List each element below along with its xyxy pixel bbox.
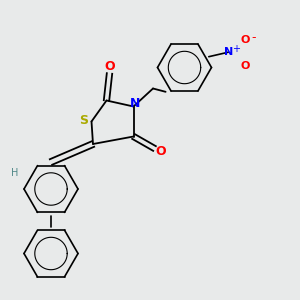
Text: S: S: [80, 113, 88, 127]
Text: O: O: [104, 59, 115, 73]
Text: H: H: [11, 167, 19, 178]
Text: -: -: [251, 31, 256, 44]
Text: N: N: [224, 47, 233, 57]
Text: N: N: [130, 97, 140, 110]
Text: O: O: [155, 145, 166, 158]
Text: O: O: [240, 35, 250, 45]
Text: O: O: [240, 61, 250, 71]
Text: +: +: [232, 44, 240, 54]
